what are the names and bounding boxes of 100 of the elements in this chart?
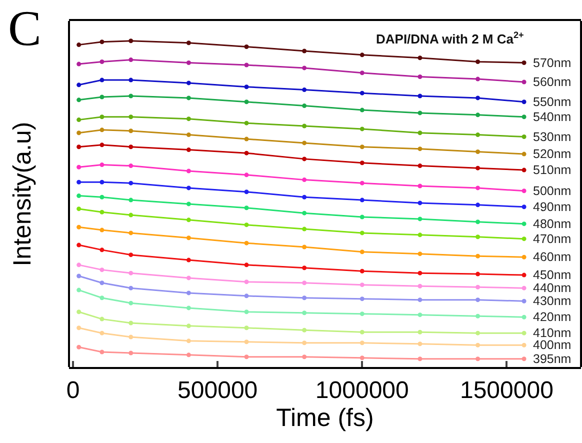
point — [360, 198, 364, 202]
point — [302, 244, 307, 250]
point — [76, 274, 82, 278]
point — [186, 80, 191, 86]
point — [476, 96, 480, 100]
point — [476, 272, 480, 276]
series-label: 430nm — [533, 294, 572, 308]
point — [76, 224, 82, 230]
point — [76, 344, 82, 350]
point — [418, 312, 422, 318]
point — [244, 84, 249, 90]
point — [100, 210, 104, 214]
point — [128, 300, 134, 306]
point — [418, 342, 422, 346]
point — [186, 168, 191, 174]
point — [360, 108, 364, 112]
point — [244, 136, 249, 142]
point — [522, 134, 526, 140]
point — [360, 52, 364, 58]
point — [100, 60, 104, 64]
x-tick-label: 1500000 — [460, 376, 554, 404]
point — [128, 144, 134, 150]
point — [76, 310, 82, 314]
point — [76, 206, 82, 212]
point — [522, 152, 526, 156]
series-label: 560nm — [533, 75, 572, 89]
point — [186, 324, 191, 328]
point — [302, 328, 307, 332]
point — [244, 62, 249, 68]
point — [128, 180, 134, 186]
point — [418, 146, 422, 152]
point — [244, 240, 249, 246]
point — [476, 76, 480, 82]
point — [476, 202, 480, 208]
point — [100, 280, 104, 286]
point — [128, 128, 134, 134]
point — [476, 298, 480, 302]
point — [418, 232, 422, 238]
point — [76, 42, 82, 48]
point — [476, 186, 480, 190]
point — [186, 96, 191, 100]
point — [128, 350, 134, 356]
point — [244, 326, 249, 330]
series-label: 540nm — [533, 110, 572, 124]
series-label: 400nm — [533, 338, 572, 352]
point — [476, 284, 480, 290]
series-label: 450nm — [533, 268, 572, 282]
point — [100, 330, 104, 336]
point — [522, 342, 526, 348]
point — [244, 44, 249, 50]
point — [244, 340, 249, 344]
point — [302, 296, 307, 300]
point — [360, 90, 364, 96]
point — [76, 118, 82, 122]
x-tick-label: 500000 — [178, 376, 258, 404]
point — [522, 114, 526, 120]
point — [522, 314, 526, 320]
point — [76, 242, 82, 248]
point — [302, 48, 307, 54]
point — [302, 194, 307, 200]
point — [244, 222, 249, 228]
point — [186, 290, 191, 296]
point — [100, 316, 104, 322]
point — [244, 100, 249, 104]
point — [360, 356, 364, 360]
point — [128, 58, 134, 62]
point — [522, 286, 526, 290]
point — [76, 62, 82, 66]
point — [302, 66, 307, 70]
point — [418, 200, 422, 206]
point — [522, 272, 526, 278]
point — [418, 216, 422, 222]
point — [128, 38, 134, 44]
point — [128, 94, 134, 98]
point — [244, 280, 249, 284]
point — [186, 352, 191, 358]
point — [128, 286, 134, 290]
point — [76, 180, 82, 184]
point — [418, 298, 422, 302]
point — [522, 100, 526, 104]
point — [244, 206, 249, 210]
point — [418, 164, 422, 168]
series-label: 395nm — [533, 352, 572, 366]
point — [522, 222, 526, 226]
point — [302, 104, 307, 108]
point — [360, 330, 364, 334]
series-label: 460nm — [533, 250, 572, 264]
point — [302, 266, 307, 270]
point — [360, 214, 364, 220]
point — [360, 312, 364, 316]
point — [302, 140, 307, 146]
point — [302, 210, 307, 216]
point — [186, 236, 191, 240]
point — [302, 178, 307, 182]
point — [476, 314, 480, 318]
point — [244, 172, 249, 178]
point — [186, 306, 191, 310]
point — [418, 74, 422, 80]
point — [244, 190, 249, 194]
point — [360, 268, 364, 274]
